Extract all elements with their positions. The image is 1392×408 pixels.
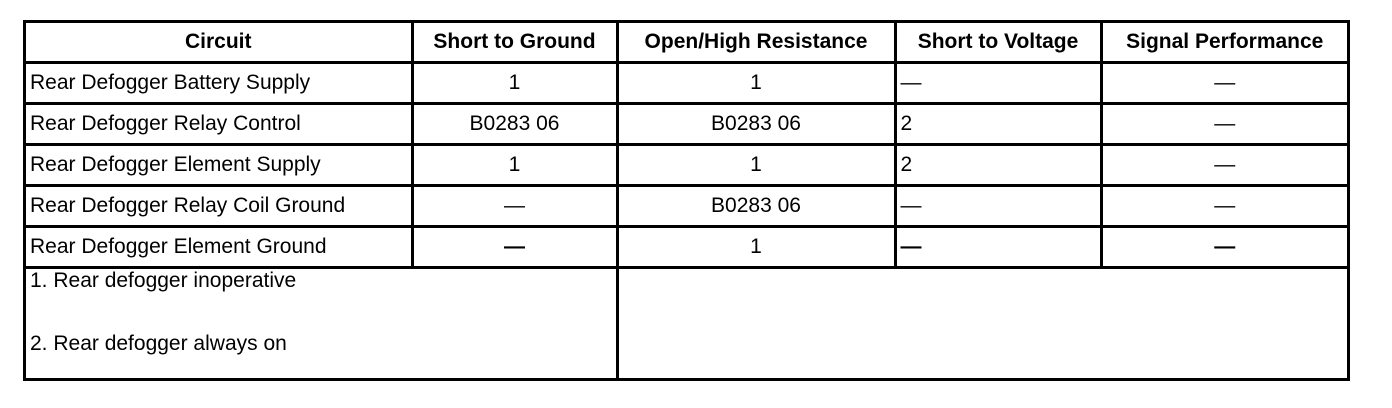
header-short-to-voltage: Short to Voltage [893, 23, 1103, 64]
table-row: Rear Defogger Battery Supply 1 1 — — [26, 61, 1347, 105]
open-high-resistance-cell: 1 [615, 225, 897, 269]
table-row: Rear Defogger Element Ground — 1 — — [26, 225, 1347, 269]
header-open-high-resistance: Open/High Resistance [615, 23, 897, 64]
short-to-voltage-cell: 2 [893, 143, 1103, 187]
open-high-resistance-cell: B0283 06 [615, 184, 897, 228]
signal-performance-cell: — [1099, 225, 1347, 269]
short-to-ground-cell: — [410, 184, 619, 228]
short-to-voltage-cell: — [893, 184, 1103, 228]
dtc-table-container: Circuit Short to Ground Open/High Resist… [23, 20, 1350, 381]
short-to-ground-cell: B0283 06 [410, 102, 619, 146]
circuit-name: Rear Defogger Relay Coil Ground [26, 184, 414, 228]
header-row: Circuit Short to Ground Open/High Resist… [26, 23, 1347, 64]
note-2: 2. Rear defogger always on [30, 332, 287, 356]
short-to-voltage-cell: — [893, 225, 1103, 269]
notes-row: 1. Rear defogger inoperative 2. Rear def… [26, 266, 1347, 378]
short-to-ground-cell: — [410, 225, 619, 269]
short-to-ground-cell: 1 [410, 143, 619, 187]
signal-performance-cell: — [1099, 184, 1347, 228]
notes-cell: 1. Rear defogger inoperative 2. Rear def… [26, 266, 619, 378]
open-high-resistance-cell: 1 [615, 61, 897, 105]
signal-performance-cell: — [1099, 102, 1347, 146]
header-short-to-ground: Short to Ground [410, 23, 619, 64]
open-high-resistance-cell: 1 [615, 143, 897, 187]
header-signal-performance: Signal Performance [1099, 23, 1347, 64]
circuit-name: Rear Defogger Battery Supply [26, 61, 414, 105]
table-row: Rear Defogger Element Supply 1 1 2 — [26, 143, 1347, 187]
table-row: Rear Defogger Relay Control B0283 06 B02… [26, 102, 1347, 146]
signal-performance-cell: — [1099, 61, 1347, 105]
circuit-name: Rear Defogger Element Supply [26, 143, 414, 187]
circuit-name: Rear Defogger Element Ground [26, 225, 414, 269]
empty-notes-cell [615, 266, 1347, 378]
header-circuit: Circuit [26, 23, 414, 64]
short-to-voltage-cell: 2 [893, 102, 1103, 146]
circuit-dtc-table: Circuit Short to Ground Open/High Resist… [26, 23, 1347, 378]
note-1: 1. Rear defogger inoperative [30, 269, 297, 292]
short-to-ground-cell: 1 [410, 61, 619, 105]
open-high-resistance-cell: B0283 06 [615, 102, 897, 146]
short-to-voltage-cell: — [893, 61, 1103, 105]
signal-performance-cell: — [1099, 143, 1347, 187]
table-row: Rear Defogger Relay Coil Ground — B0283 … [26, 184, 1347, 228]
circuit-name: Rear Defogger Relay Control [26, 102, 414, 146]
